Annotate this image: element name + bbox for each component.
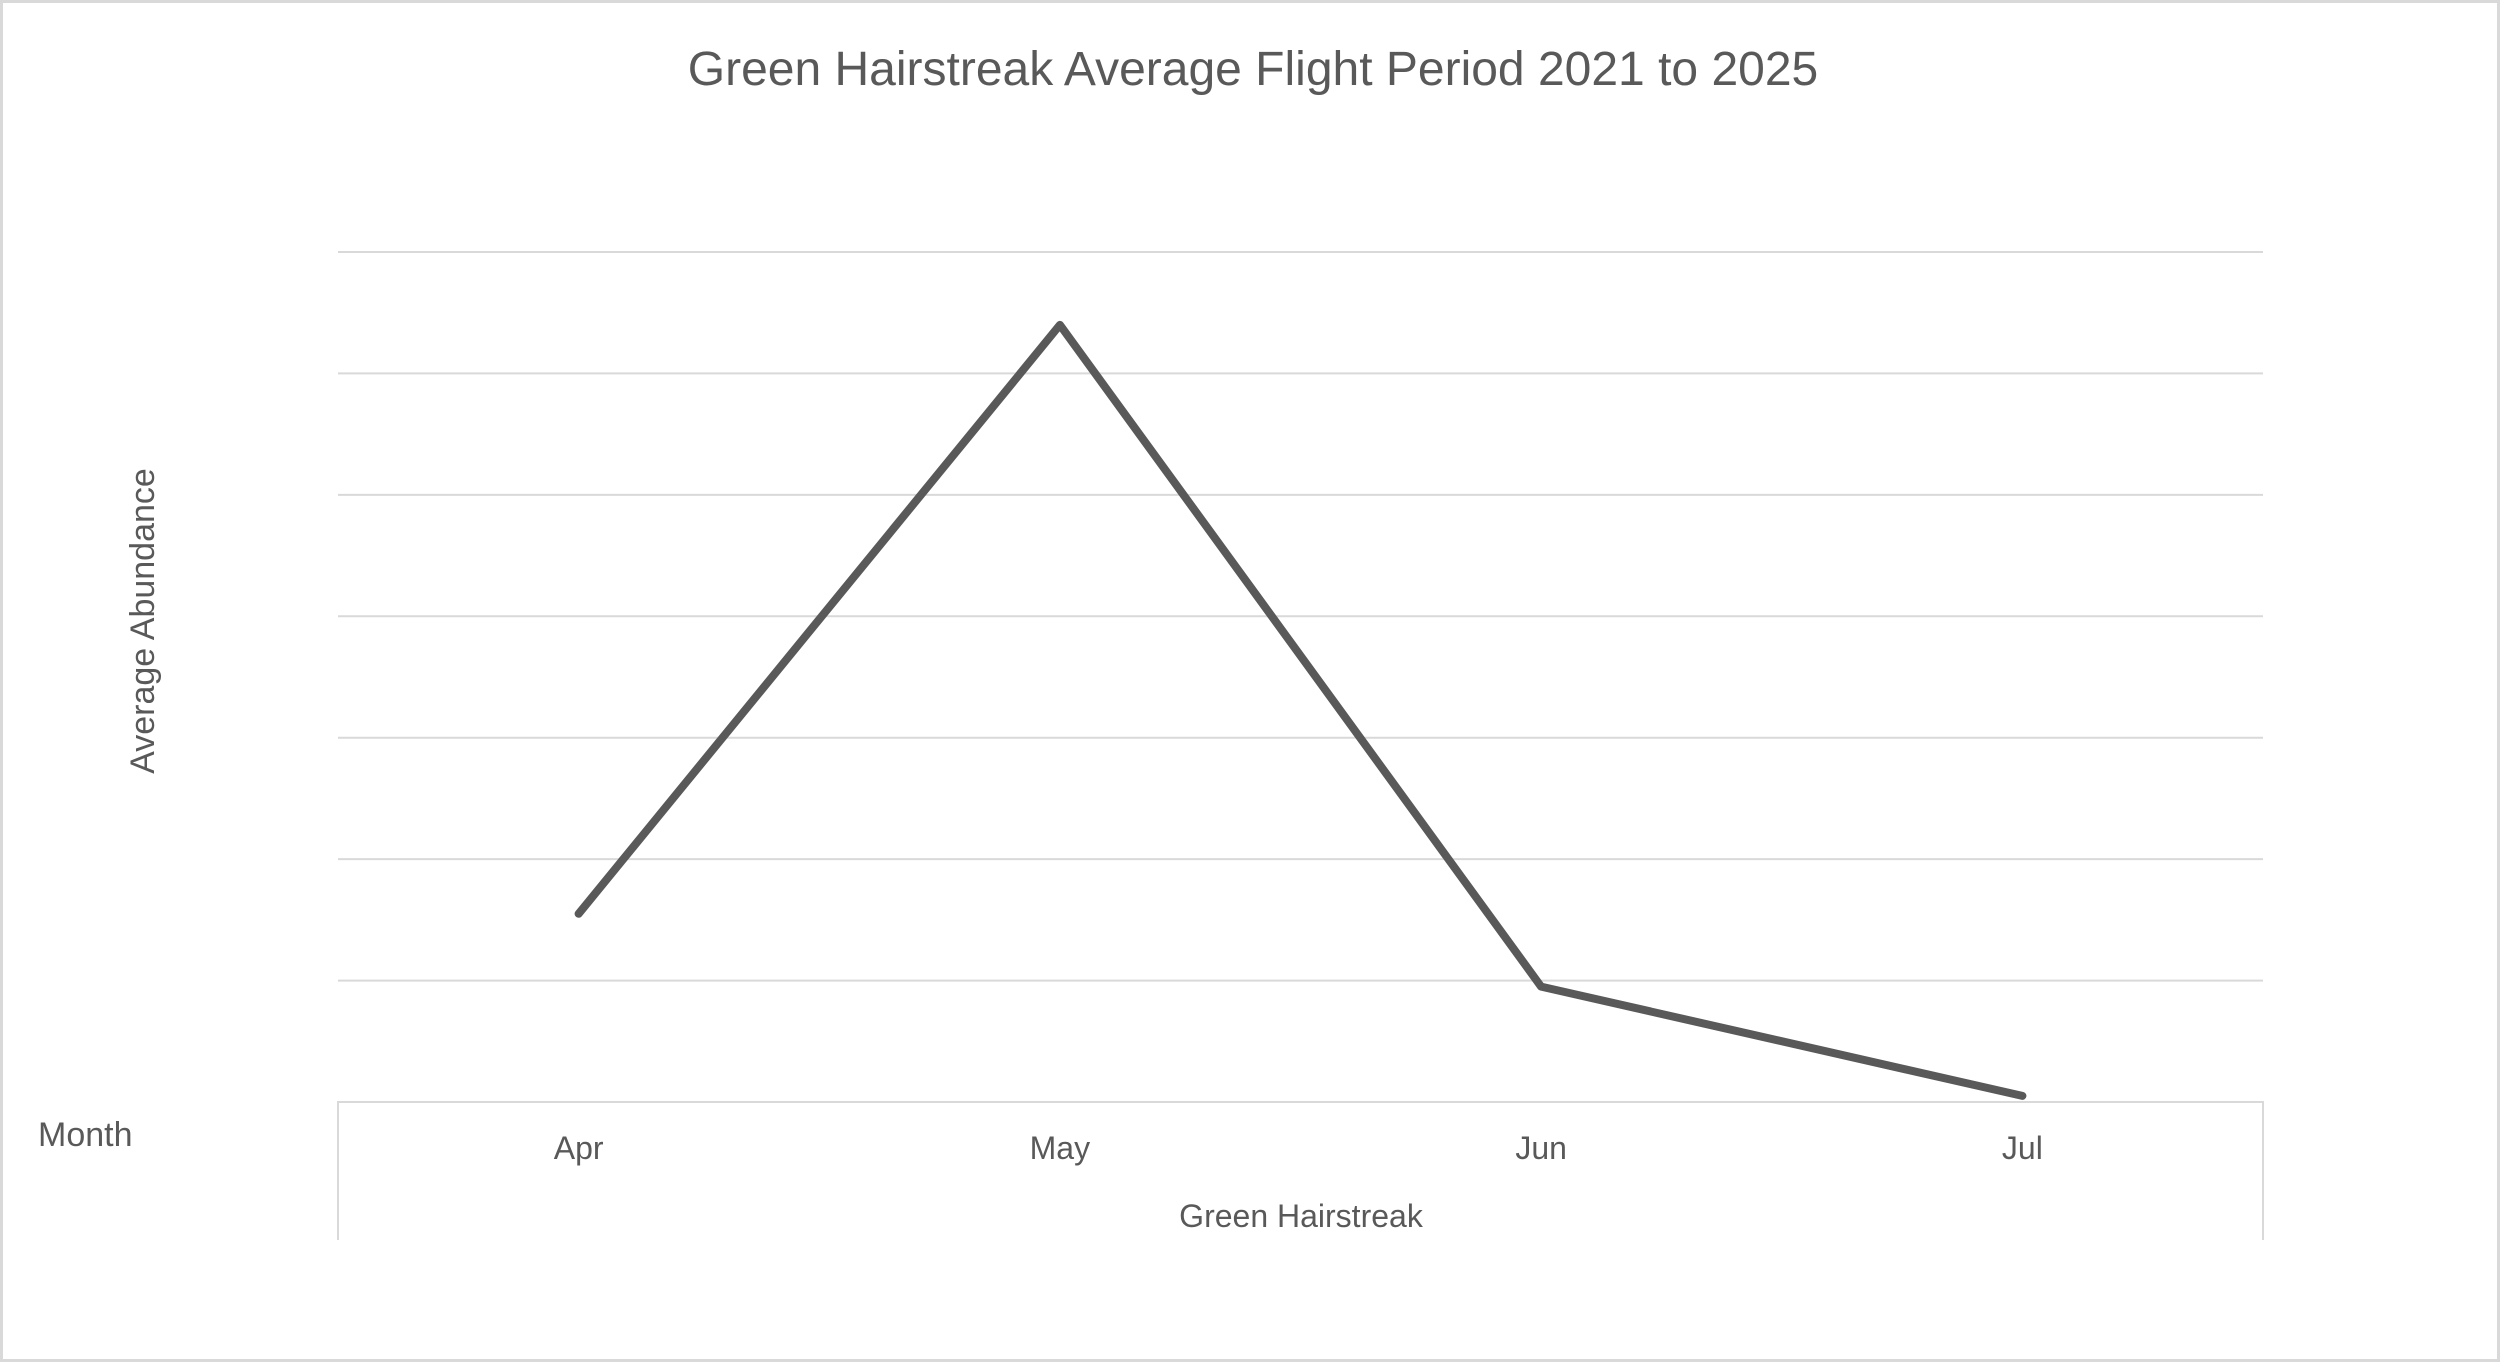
x-axis-title: Month: [38, 1116, 133, 1154]
chart-title: Green Hairstreak Average Flight Period 2…: [688, 43, 1818, 96]
line-chart: Green Hairstreak Average Flight Period 2…: [3, 3, 2500, 1365]
category-group-label: Green Hairstreak: [1179, 1198, 1424, 1234]
x-tick-label-may: May: [1030, 1130, 1090, 1166]
x-tick-labels: Apr May Jun Jul: [554, 1130, 2043, 1166]
x-tick-label-apr: Apr: [554, 1130, 604, 1166]
gridlines: [338, 252, 2263, 981]
y-axis-title: Average Abundance: [124, 468, 162, 774]
x-tick-label-jul: Jul: [2002, 1130, 2043, 1166]
x-tick-label-jun: Jun: [1515, 1130, 1567, 1166]
